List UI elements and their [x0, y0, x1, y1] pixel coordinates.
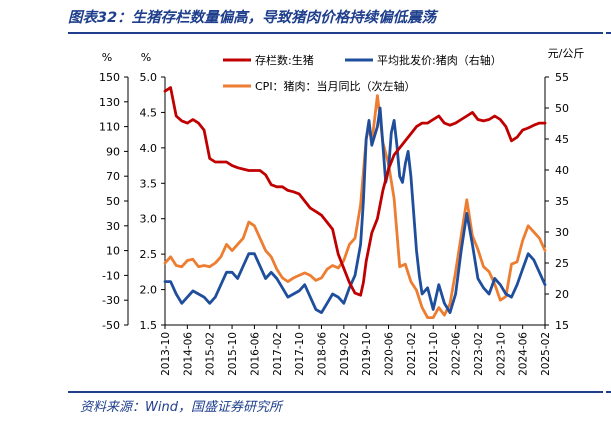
side-tick — [606, 391, 611, 393]
left-inner-tick-label: 2.0 — [140, 284, 158, 297]
figure-title: 图表32：生猪存栏数量偏高，导致猪肉价格持续偏低震荡 — [68, 10, 437, 26]
left-inner-tick-label: 3.0 — [140, 213, 158, 226]
legend-label: CPI：猪肉：当月同比（次左轴） — [255, 79, 416, 93]
x-tick-label: 2022-06 — [451, 332, 463, 376]
x-tick-label: 2017-10 — [294, 332, 306, 376]
right-tick-label: 25 — [555, 257, 569, 270]
x-tick-label: 2014-06 — [182, 332, 194, 376]
title-rule — [68, 32, 603, 34]
x-tick-label: 2017-02 — [272, 332, 284, 376]
left-outer-tick-label: 110 — [99, 121, 120, 134]
left-inner-tick-label: 4.5 — [140, 106, 158, 119]
left-outer-axis-unit: % — [102, 51, 112, 64]
source-rule — [68, 391, 603, 393]
x-tick-label: 2021-10 — [428, 332, 440, 376]
left-inner-tick-label: 3.5 — [140, 177, 158, 190]
left-outer-tick-label: 50 — [106, 195, 120, 208]
x-tick-label: 2015-10 — [227, 332, 239, 376]
left-outer-tick-label: 30 — [106, 220, 120, 233]
left-outer-tick-label: 150 — [99, 71, 120, 84]
left-outer-tick-label: 70 — [106, 170, 120, 183]
price-line — [163, 106, 547, 314]
legend-label: 平均批发价:猪肉（右轴） — [377, 53, 502, 67]
left-outer-tick-label: 10 — [106, 245, 120, 258]
right-tick-label: 55 — [555, 71, 569, 84]
left-inner-tick-label: 4.0 — [140, 142, 158, 155]
x-tick-label: 2018-06 — [316, 332, 328, 376]
x-tick-label: 2013-10 — [160, 332, 172, 376]
right-tick-label: 30 — [555, 226, 569, 239]
x-tick-label: 2020-06 — [384, 332, 396, 376]
cpi-line — [163, 94, 547, 319]
left-outer-tick-label: -50 — [102, 319, 120, 332]
left-inner-axis-unit: % — [141, 51, 151, 64]
left-outer-tick-label: 130 — [99, 96, 120, 109]
left-inner-tick-label: 2.5 — [140, 248, 158, 261]
figure-source: 资料来源：Wind，国盛证券研究所 — [80, 400, 282, 415]
left-inner-tick-label: 5.0 — [140, 71, 158, 84]
left-outer-tick-label: 90 — [106, 145, 120, 158]
left-outer-tick-label: -10 — [102, 269, 120, 282]
legend-label: 存栏数:生猪 — [255, 53, 314, 67]
side-tick — [606, 32, 611, 34]
x-tick-label: 2019-02 — [339, 332, 351, 376]
right-tick-label: 50 — [555, 102, 569, 115]
right-tick-label: 15 — [555, 319, 569, 332]
left-inner-tick-label: 1.5 — [140, 319, 158, 332]
right-tick-label: 35 — [555, 195, 569, 208]
x-tick-label: 2015-02 — [205, 332, 217, 376]
x-tick-label: 2019-10 — [361, 332, 373, 376]
x-tick-label: 2024-06 — [518, 332, 530, 376]
x-tick-label: 2023-02 — [473, 332, 485, 376]
left-outer-tick-label: -30 — [102, 294, 120, 307]
inventory-line — [163, 86, 547, 297]
x-tick-label: 2023-10 — [495, 332, 507, 376]
x-tick-label: 2021-02 — [406, 332, 418, 376]
right-axis-unit: 元/公斤 — [548, 47, 585, 60]
x-tick-label: 2016-06 — [249, 332, 261, 376]
right-tick-label: 45 — [555, 133, 569, 146]
x-tick-label: 2025-02 — [540, 332, 552, 376]
right-tick-label: 20 — [555, 288, 569, 301]
right-tick-label: 40 — [555, 164, 569, 177]
